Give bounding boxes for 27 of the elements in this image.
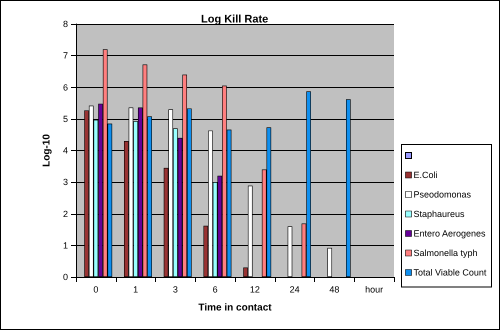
x-tick-label: 0 xyxy=(93,284,98,294)
x-tick-label: hour xyxy=(365,284,384,294)
y-tick-label: 8 xyxy=(62,19,68,29)
y-tick-label: 4 xyxy=(62,146,68,156)
legend-label: Staphaureus xyxy=(414,209,466,219)
legend-label: Total Viable Count xyxy=(414,268,487,278)
legend-label: E.Coli xyxy=(414,170,438,180)
y-tick-label: 2 xyxy=(62,208,68,219)
x-tick-label: 1 xyxy=(133,284,138,294)
y-tick-label: 5 xyxy=(62,114,68,124)
bar xyxy=(327,248,332,277)
x-tick-label: 3 xyxy=(172,284,178,294)
x-tick-label: 6 xyxy=(212,284,218,294)
y-tick-label: 1 xyxy=(62,240,68,250)
legend-label: Entero Aerogenes xyxy=(414,228,486,238)
legend-label: Salmonella typh xyxy=(414,248,478,258)
y-tick-label: 0 xyxy=(62,272,68,282)
x-tick-label: 12 xyxy=(250,284,260,294)
y-tick-label: 7 xyxy=(62,50,68,61)
y-tick-label: 6 xyxy=(62,82,68,92)
chart-title: Log Kill Rate xyxy=(201,14,268,26)
x-tick-label: 24 xyxy=(290,284,300,294)
legend-label: Pseodomonas xyxy=(414,190,472,200)
y-tick-label: 3 xyxy=(62,177,68,188)
y-axis-title: Log-10 xyxy=(42,134,52,167)
x-tick-label: 48 xyxy=(329,284,340,294)
x-axis-title: Time in contact xyxy=(198,302,272,314)
